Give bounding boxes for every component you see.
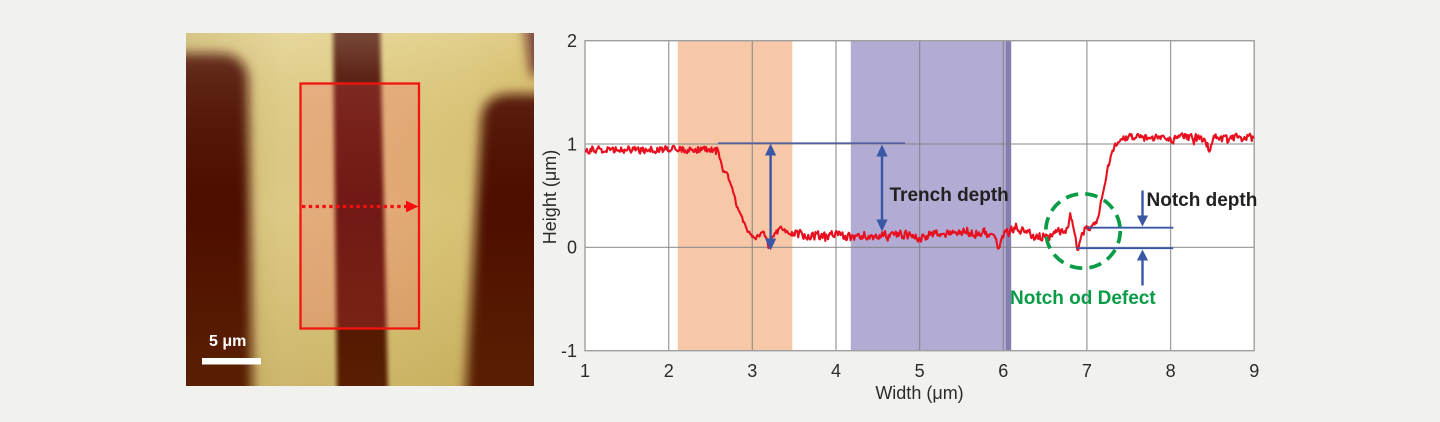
svg-text:9: 9 <box>1249 361 1259 381</box>
svg-text:6: 6 <box>998 361 1008 381</box>
svg-text:Width (μm): Width (μm) <box>875 383 963 403</box>
svg-text:4: 4 <box>831 361 841 381</box>
svg-text:1: 1 <box>567 134 577 154</box>
svg-text:8: 8 <box>1166 361 1176 381</box>
svg-text:-1: -1 <box>561 341 577 361</box>
svg-text:1: 1 <box>580 361 590 381</box>
svg-text:Height (μm): Height (μm) <box>540 150 560 244</box>
svg-text:2: 2 <box>664 361 674 381</box>
svg-text:Trench depth: Trench depth <box>890 185 1009 206</box>
svg-text:5 μm: 5 μm <box>209 333 246 350</box>
svg-text:2: 2 <box>567 31 577 51</box>
svg-text:Notch depth: Notch depth <box>1147 190 1258 211</box>
svg-text:0: 0 <box>567 238 577 258</box>
svg-text:5: 5 <box>915 361 925 381</box>
svg-text:Notch od Defect: Notch od Defect <box>1010 288 1156 309</box>
svg-text:3: 3 <box>747 361 757 381</box>
svg-text:7: 7 <box>1082 361 1092 381</box>
